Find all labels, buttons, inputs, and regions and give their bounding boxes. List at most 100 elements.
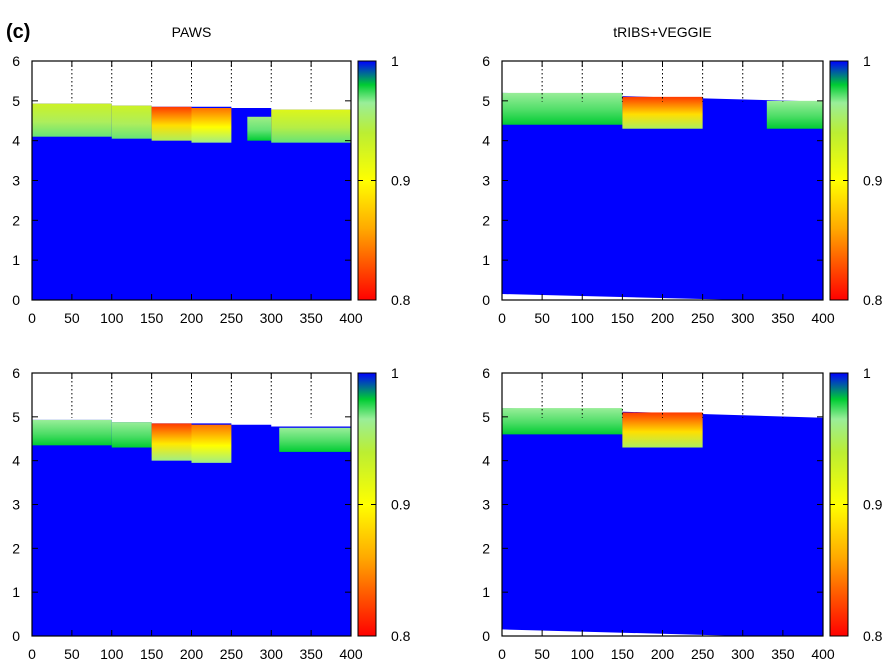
x-tick-label: 50 [534,646,550,662]
figure-label: (c) [6,21,30,43]
colorbar: 0.8 0.9 1 [357,365,411,644]
y-tick-label: 0 [482,292,490,308]
y-tick-label: 4 [482,453,490,469]
y-tick-label: 2 [12,212,20,228]
y-tick-label: 4 [12,453,20,469]
y-tick-label: 6 [482,53,490,69]
x-tick-label: 100 [100,310,124,326]
x-tick-label: 300 [260,646,284,662]
saturation-zone [271,109,351,143]
x-tick-label: 150 [611,310,635,326]
saturated-region [502,92,823,300]
colorbar: 0.8 0.9 1 [357,53,411,308]
x-tick-label: 250 [220,646,244,662]
y-tick-label: 1 [482,584,490,600]
x-tick-label: 200 [180,646,204,662]
saturated-region [32,419,351,636]
saturation-zone [111,105,152,139]
saturation-zone [191,424,232,463]
colorbar-tick-label: 1 [391,53,399,69]
colorbar-tick-label: 0.9 [863,497,883,513]
y-tick-label: 4 [12,133,20,149]
x-tick-label: 200 [651,646,675,662]
saturation-zone [247,116,272,141]
saturation-zone [766,100,823,129]
x-tick-label: 0 [498,310,506,326]
x-tick-label: 50 [64,310,80,326]
saturation-zone [111,422,152,448]
x-tick-label: 150 [611,646,635,662]
x-tick-label: 100 [571,646,595,662]
colorbar: 0.8 0.9 1 [829,365,883,644]
x-tick-label: 200 [180,310,204,326]
y-tick-label: 3 [12,497,20,513]
y-tick-label: 0 [12,628,20,644]
x-tick-label: 50 [534,310,550,326]
colorbar-tick-label: 1 [391,365,399,381]
x-tick-label: 400 [339,646,363,662]
x-tick-label: 200 [651,310,675,326]
colorbar-tick-label: 0.8 [863,292,883,308]
y-tick-label: 3 [482,173,490,189]
y-tick-label: 3 [12,173,20,189]
y-tick-label: 1 [482,252,490,268]
y-tick-label: 5 [482,409,490,425]
colorbar-tick-label: 0.8 [391,628,411,644]
y-tick-label: 3 [482,497,490,513]
x-tick-label: 150 [140,646,164,662]
x-tick-label: 350 [299,646,323,662]
x-tick-label: 0 [28,646,36,662]
saturation-zone [151,423,192,461]
saturation-zone [502,92,623,125]
saturation-zone [32,103,112,137]
colorbar-tick-label: 0.8 [863,628,883,644]
saturation-zone [502,408,623,435]
saturation-zone [622,96,703,129]
x-tick-label: 400 [339,310,363,326]
x-tick-label: 50 [64,646,80,662]
x-tick-label: 350 [771,646,795,662]
x-tick-label: 150 [140,310,164,326]
colorbar-tick-label: 0.9 [391,173,411,189]
y-tick-label: 0 [482,628,490,644]
y-tick-label: 5 [482,93,490,109]
x-tick-label: 0 [498,646,506,662]
saturation-zone [32,419,112,446]
saturation-zone [191,108,232,143]
y-tick-label: 5 [12,409,20,425]
colorbar-tick-label: 0.8 [391,292,411,308]
x-tick-label: 100 [571,310,595,326]
colorbar-tick-label: 1 [863,53,871,69]
x-tick-label: 250 [691,646,715,662]
y-tick-label: 2 [482,540,490,556]
x-tick-label: 250 [691,310,715,326]
x-tick-label: 400 [811,646,835,662]
x-tick-label: 0 [28,310,36,326]
saturated-region [32,103,351,300]
x-tick-label: 300 [260,310,284,326]
saturated-region [502,408,823,636]
saturation-zone [151,106,192,141]
colorbar: 0.8 0.9 1 [829,53,883,308]
colorbar-tick-label: 0.9 [863,173,883,189]
panel-title: PAWS [172,24,212,40]
y-tick-label: 6 [12,365,20,381]
y-tick-label: 0 [12,292,20,308]
colorbar-tick-label: 1 [863,365,871,381]
y-tick-label: 6 [12,53,20,69]
x-tick-label: 300 [731,310,755,326]
heatmap-panel-4: 0 50 100 150 200 250 300 350 400 0 1 2 3 4 5 6 0.8 0.9 1 [482,365,882,662]
x-tick-label: 300 [731,646,755,662]
saturation-zone [279,427,351,452]
y-tick-label: 1 [12,584,20,600]
x-tick-label: 100 [100,646,124,662]
colorbar-tick-label: 0.9 [391,497,411,513]
y-tick-label: 1 [12,252,20,268]
y-tick-label: 4 [482,133,490,149]
y-tick-label: 2 [12,540,20,556]
x-tick-label: 350 [299,310,323,326]
x-tick-label: 250 [220,310,244,326]
panel-title: tRIBS+VEGGIE [613,24,711,40]
heatmap-panel-1: 0 50 100 150 200 250 300 350 4000123456PAWS0.80.… [12,24,410,326]
